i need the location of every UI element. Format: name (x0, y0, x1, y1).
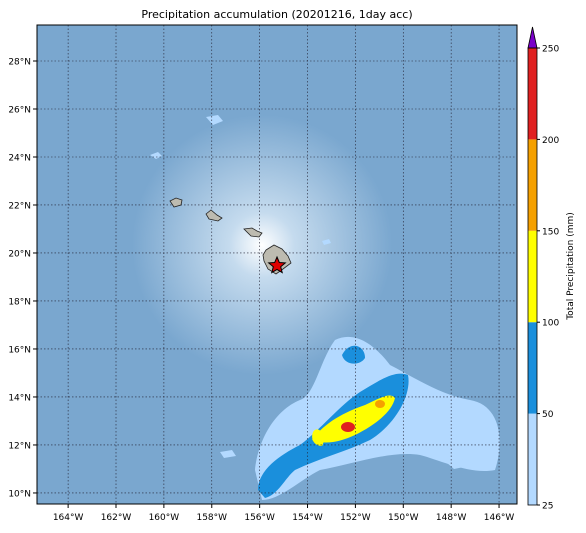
precip-100 (312, 395, 395, 443)
kauai (169, 197, 183, 208)
colorbar-tick-label: 50 (542, 410, 554, 420)
colorbar-segment (528, 139, 537, 231)
map-frame (36, 24, 518, 505)
lat-tick-label: 12°N (8, 441, 31, 451)
colorbar-tick-label: 200 (542, 136, 559, 146)
colorbar-tick-label: 150 (542, 227, 559, 237)
colorbar-segment (528, 230, 537, 323)
title: Precipitation accumulation (20201216, 1d… (141, 8, 412, 21)
lon-tick-label: 158°W (196, 513, 227, 523)
precip (150, 115, 500, 500)
colorbar-label: Total Precipitation (mm) (566, 212, 576, 321)
colorbar-tick-label: 100 (542, 319, 559, 329)
precip-200 (341, 422, 355, 432)
lat-tick-label: 24°N (8, 153, 31, 163)
maui (243, 227, 263, 238)
lat-tick-label: 16°N (8, 345, 31, 355)
colorbar: 25 50 100 150 200 250 (527, 26, 559, 512)
colorbar-tick-label: 25 (542, 502, 553, 512)
precip-150 (375, 400, 385, 408)
colorbar-segment (528, 322, 537, 414)
lon-tick-label: 156°W (244, 513, 275, 523)
location-star (267, 255, 287, 274)
lat-tick-label: 28°N (8, 57, 31, 67)
lon-tick-label: 164°W (53, 513, 84, 523)
lon-tick-label: 150°W (388, 513, 419, 523)
lon-tick-label: 160°W (149, 513, 180, 523)
lon-tick-label: 148°W (436, 513, 467, 523)
lat-tick-label: 26°N (8, 105, 31, 115)
oahu (205, 209, 223, 222)
colorbar-segment (528, 48, 537, 140)
lon-tick-label: 152°W (340, 513, 371, 523)
colorbar-segment (528, 413, 537, 505)
map-area (37, 25, 517, 504)
lat-tick-label: 10°N (8, 489, 31, 499)
lat-tick-label: 18°N (8, 297, 31, 307)
lat-tick-label: 14°N (8, 393, 31, 403)
lat-tick-label: 20°N (8, 249, 31, 259)
precip-50 (342, 345, 365, 364)
colorbar-extension (527, 26, 538, 49)
lat-tick-label: 22°N (8, 201, 31, 211)
precip-100 (312, 429, 324, 446)
colorbar-frame (527, 47, 538, 506)
lon-tick-label: 154°W (292, 513, 323, 523)
colorbar-tick-label: 250 (542, 45, 559, 55)
lon-tick-label: 146°W (484, 513, 515, 523)
grid (37, 25, 517, 504)
lon-tick-label: 162°W (101, 513, 132, 523)
axis-ticks: 10°N 12°N 14°N 16°N 18°N 20°N 22°N 24°N 26°N 28°N… (8, 57, 514, 523)
